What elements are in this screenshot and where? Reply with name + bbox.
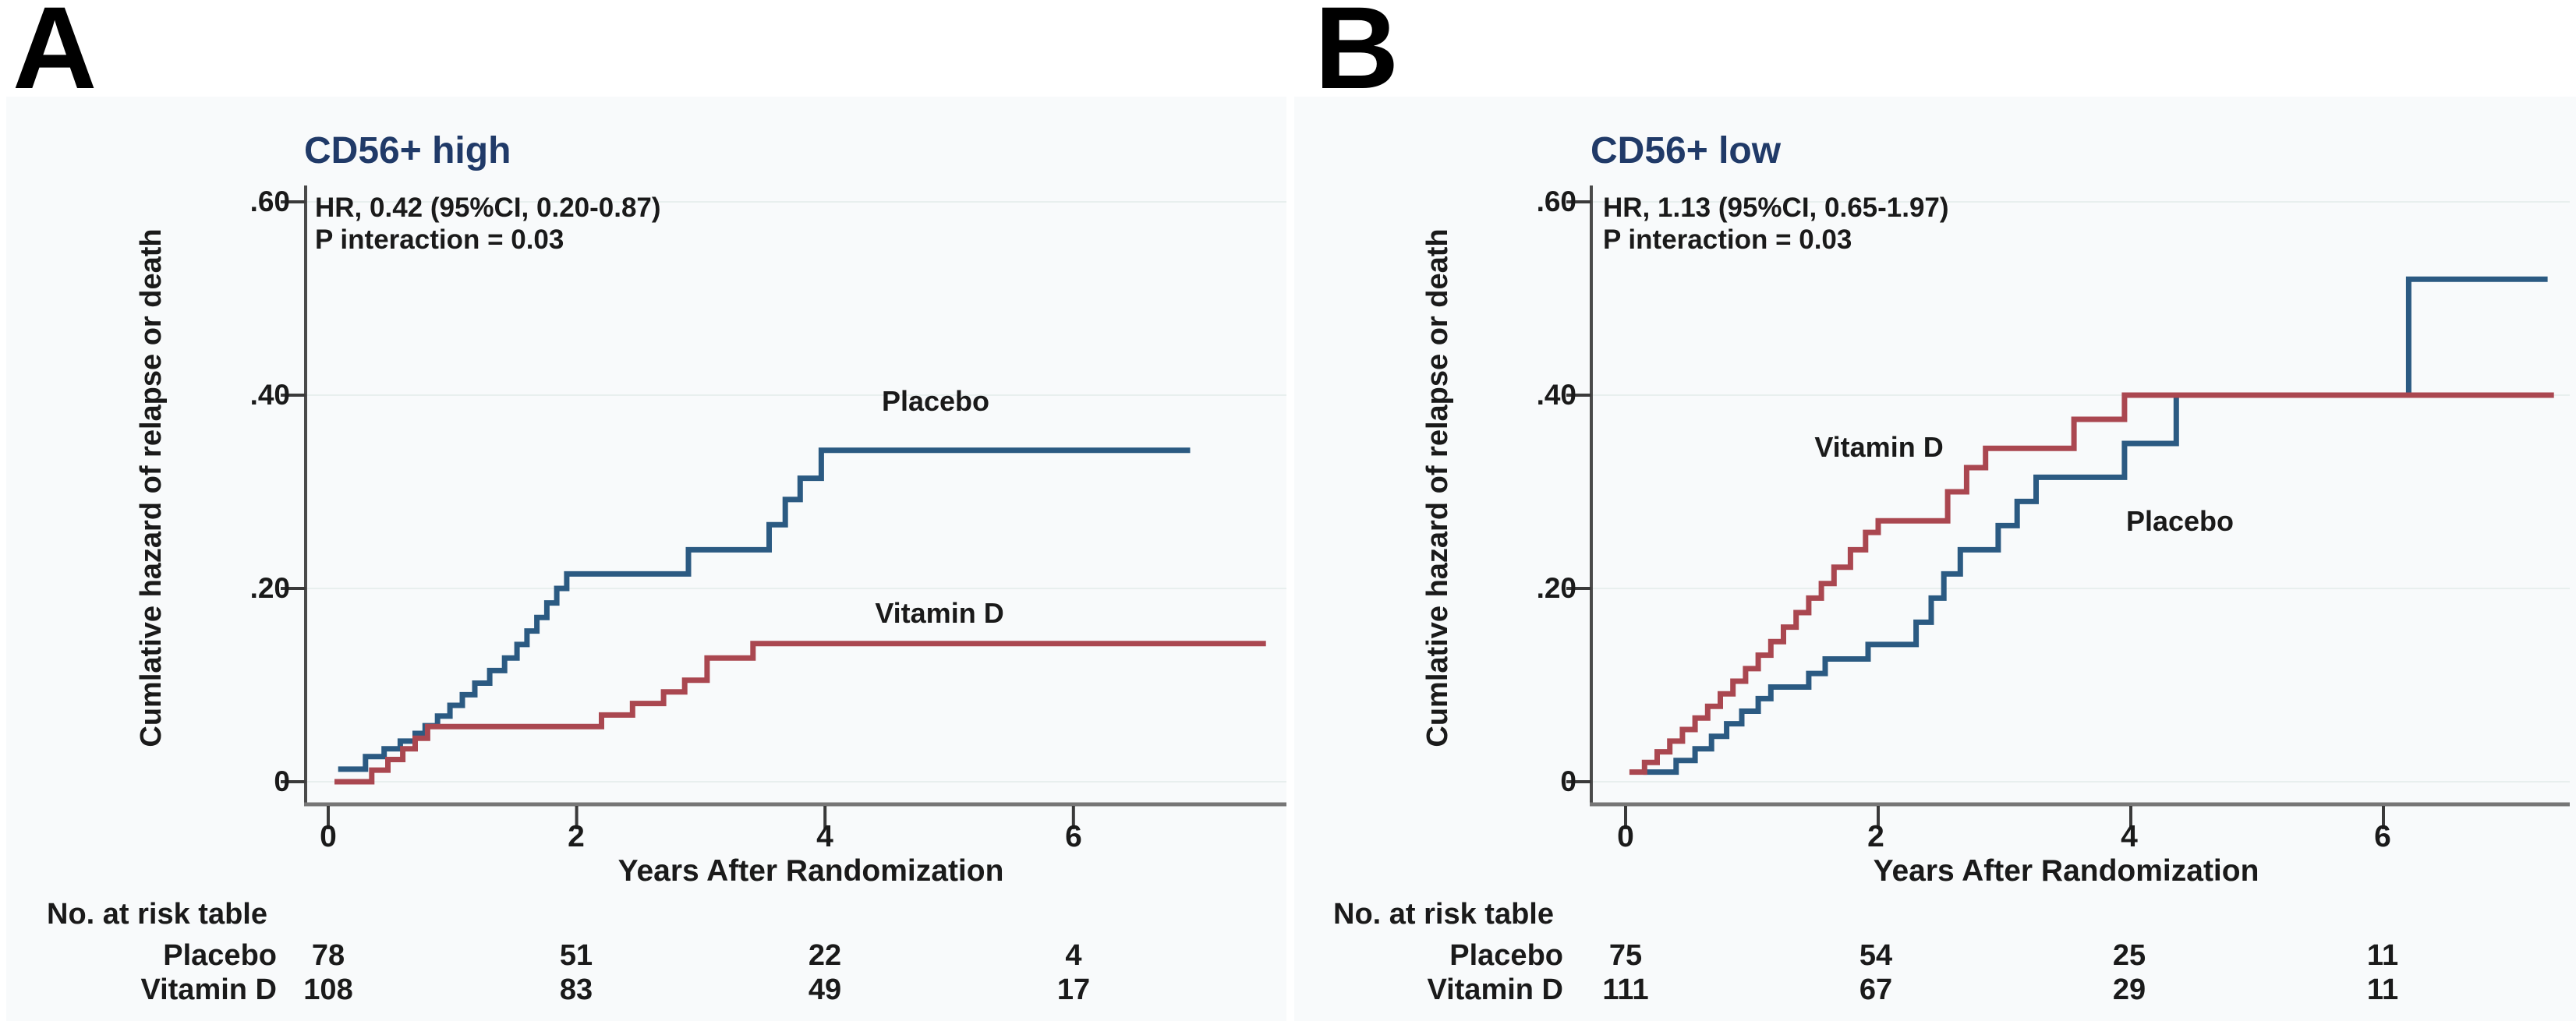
panel-a-p-interaction-text: P interaction = 0.03: [315, 224, 564, 255]
panel-a-risk-vitamin-d-t2: 83: [559, 973, 593, 1006]
panel-b-risk-row-vitamin-d-label: Vitamin D: [1427, 973, 1563, 1006]
curve-vitamin-d-panel-b: [1629, 392, 2554, 775]
panel-a-y-axis-label: Cumlative hazard of relapse or death: [135, 228, 168, 747]
panel-a-x-axis-label: Years After Randomization: [617, 854, 1004, 888]
panel-a-x-tick-label-2: 2: [568, 820, 585, 853]
panel-b-placebo-curve-label: Placebo: [2125, 505, 2235, 537]
panel-a-risk-placebo-t4: 22: [808, 939, 842, 972]
panel-b-letter: B: [1315, 0, 1399, 113]
panel-a-y-tick-label-20: .20: [249, 572, 290, 604]
panel-b-risk-placebo-t6: 11: [2366, 939, 2399, 972]
panel-b-risk-placebo-t2: 54: [1859, 939, 1893, 972]
panel-a-risk-vitamin-d-t6: 17: [1056, 973, 1091, 1006]
panel-a-y-tick-label-60: .60: [249, 185, 290, 217]
panel-b-risk-vitamin-d-t6: 11: [2366, 973, 2399, 1006]
panel-a-annotation: HR, 0.42 (95%CI, 0.20-0.87) P interactio…: [315, 192, 661, 256]
panel-b-y-tick-label-0: 0: [1560, 765, 1576, 797]
panel-b-risk-placebo-t0: 75: [1608, 939, 1643, 972]
panel-b-y-tick-label-20: .20: [1536, 572, 1576, 604]
panel-b-x-tick-label-0: 0: [1617, 820, 1634, 853]
panel-b-risk-row-placebo-label: Placebo: [1449, 939, 1563, 972]
panel-a-letter: A: [12, 0, 97, 113]
panel-a-risk-placebo-t2: 51: [559, 939, 593, 972]
panel-b-x-tick-label-2: 2: [1867, 820, 1884, 853]
panel-b-y-tick-label-40: .40: [1536, 379, 1576, 411]
panel-b-hr-text: HR, 1.13 (95%CI, 0.65-1.97): [1603, 193, 1949, 223]
panel-a-vitamin-d-curve-label: Vitamin D: [875, 597, 1004, 629]
panel-b-x-tick-label-6: 6: [2374, 820, 2391, 853]
curve-placebo-panel-a: [338, 447, 1191, 772]
panel-b-x-axis-label: Years After Randomization: [1873, 854, 2259, 888]
panel-b-annotation: HR, 1.13 (95%CI, 0.65-1.97) P interactio…: [1603, 192, 1949, 256]
panel-b-risk-vitamin-d-t0: 111: [1602, 973, 1649, 1006]
panel-a-risk-table-header: No. at risk table: [47, 898, 267, 931]
panel-a-risk-placebo-t6: 4: [1065, 939, 1082, 972]
panel-a-title: CD56+ high: [304, 130, 511, 171]
panel-a-x-tick-label-6: 6: [1065, 820, 1082, 853]
panel-a-y-tick-label-40: .40: [249, 379, 290, 411]
panel-b-p-interaction-text: P interaction = 0.03: [1603, 224, 1852, 255]
curve-placebo-panel-b: [1643, 276, 2548, 775]
panel-b-risk-vitamin-d-t4: 29: [2112, 973, 2146, 1006]
panel-a-x-tick-label-4: 4: [816, 820, 833, 853]
panel-b-risk-table-header: No. at risk table: [1333, 898, 1554, 931]
panel-b-y-tick-label-60: .60: [1536, 185, 1576, 217]
panel-a-placebo-curve-label: Placebo: [881, 385, 990, 417]
panel-a-risk-row-placebo-label: Placebo: [163, 939, 277, 972]
panel-b-risk-placebo-t4: 25: [2112, 939, 2146, 972]
panel-b-y-axis-label: Cumlative hazard of relapse or death: [1421, 228, 1454, 747]
panel-a-background: [6, 97, 1286, 1021]
panel-b-vitamin-d-curve-label: Vitamin D: [1814, 431, 1944, 463]
panel-a-risk-placebo-t0: 78: [311, 939, 345, 972]
panel-a-risk-vitamin-d-t0: 108: [303, 973, 353, 1006]
panel-a-x-tick-label-0: 0: [320, 820, 337, 853]
panel-b-risk-vitamin-d-t2: 67: [1859, 973, 1893, 1006]
panel-a-risk-vitamin-d-t4: 49: [808, 973, 842, 1006]
panel-a-hr-text: HR, 0.42 (95%CI, 0.20-0.87): [315, 193, 661, 223]
panel-b-background: [1294, 97, 2576, 1021]
panel-b-title: CD56+ low: [1591, 130, 1782, 171]
curve-vitamin-d-panel-a: [334, 641, 1266, 785]
panel-b-x-tick-label-4: 4: [2121, 820, 2138, 853]
panel-a-risk-row-vitamin-d-label: Vitamin D: [140, 973, 277, 1006]
panel-a-y-tick-label-0: 0: [274, 765, 290, 797]
